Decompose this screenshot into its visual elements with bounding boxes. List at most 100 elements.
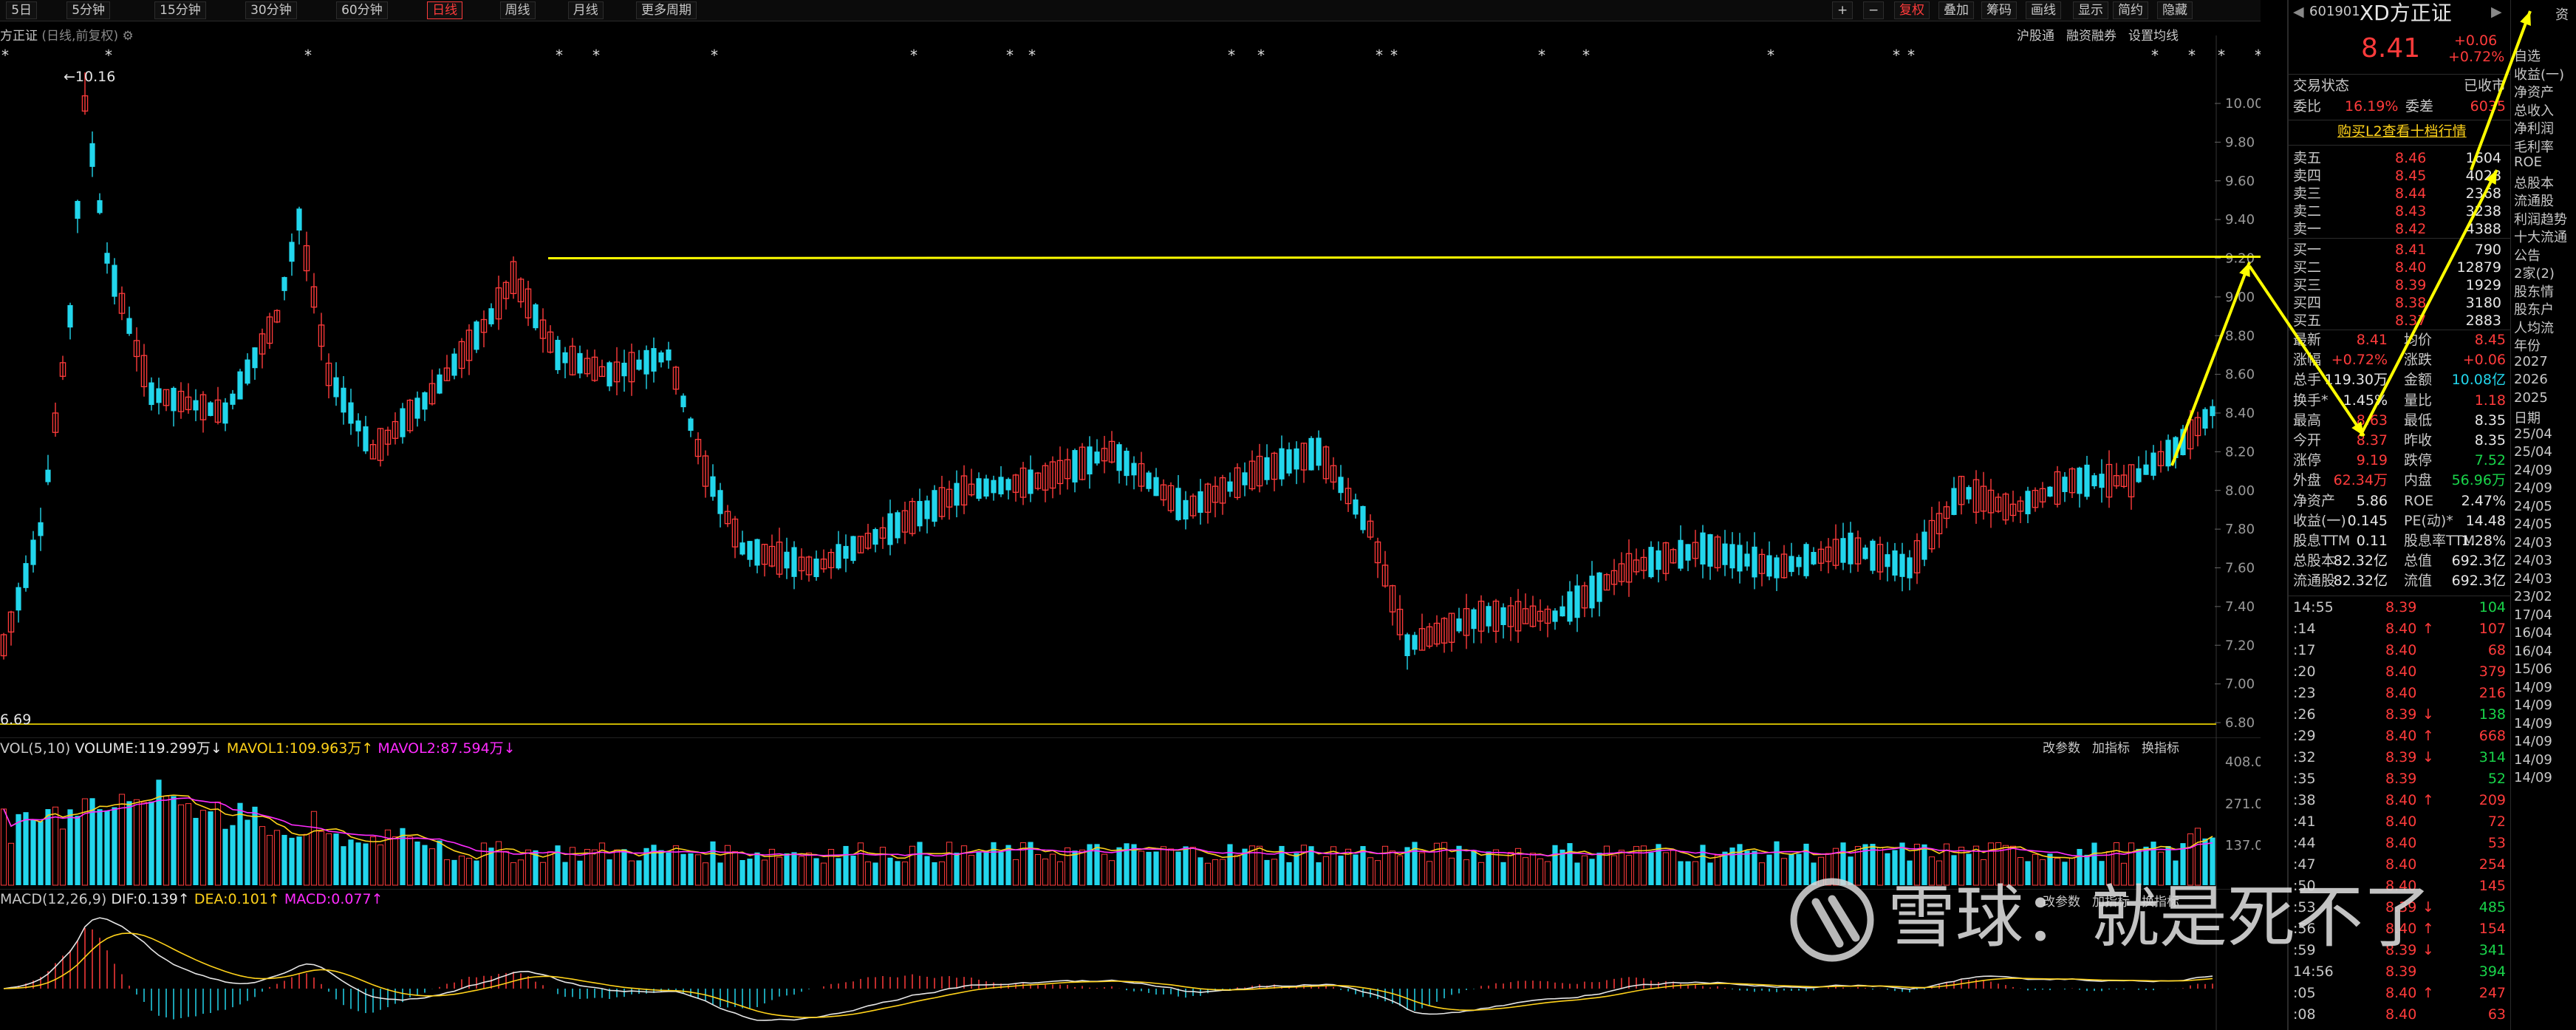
l2-link[interactable]: 购买L2查看十档行情	[2337, 123, 2467, 140]
toolbar-right-8-button[interactable]: 简约	[2113, 1, 2148, 19]
side-item[interactable]: 24/09	[2514, 480, 2552, 496]
info-marker-icon[interactable]: *	[1028, 47, 1036, 64]
next-stock-icon[interactable]: ▶	[2491, 4, 2502, 20]
side-item[interactable]: 2家(2)	[2514, 266, 2555, 282]
info-marker-icon[interactable]: *	[1767, 47, 1774, 64]
period-8-button[interactable]: 月线	[567, 1, 604, 19]
period-6-button[interactable]: 日线	[427, 1, 463, 19]
side-item[interactable]: 净利润	[2514, 121, 2554, 137]
side-item[interactable]: 十大流通	[2514, 230, 2567, 245]
volume-link-1[interactable]: 改参数	[2043, 741, 2080, 756]
side-item[interactable]: 24/03	[2514, 570, 2552, 587]
side-item[interactable]: ROE	[2514, 154, 2543, 170]
info-marker-icon[interactable]: *	[1582, 47, 1590, 64]
asks-row[interactable]: 卖一 8.42 4388	[2293, 220, 2506, 238]
side-item[interactable]: 利润趋势	[2514, 211, 2567, 228]
side-item[interactable]: 15/06	[2514, 661, 2552, 677]
side-item[interactable]: 日期	[2514, 411, 2541, 426]
side-item[interactable]: 14/09	[2514, 679, 2552, 695]
bids-row[interactable]: 买二 8.40 12879	[2293, 259, 2506, 276]
toolbar-right-3-button[interactable]: 复权	[1894, 1, 1930, 19]
info-marker-icon[interactable]: *	[1376, 47, 1383, 64]
info-marker-icon[interactable]: *	[1228, 47, 1235, 64]
macd-chart[interactable]	[0, 889, 2261, 1030]
side-item[interactable]: 总收入	[2514, 103, 2554, 119]
info-marker-icon[interactable]: *	[910, 47, 918, 64]
info-marker-icon[interactable]: *	[1, 47, 9, 64]
side-item[interactable]: 股东情	[2514, 284, 2554, 300]
toolbar-right-2-button[interactable]: −	[1863, 1, 1885, 19]
info-marker-icon[interactable]: *	[1538, 47, 1545, 64]
side-item[interactable]: 14/09	[2514, 751, 2552, 768]
info-marker-icon[interactable]: *	[1907, 47, 1915, 64]
toolbar-right-1-button[interactable]: +	[1832, 1, 1854, 19]
side-item[interactable]: 人均流	[2514, 320, 2554, 336]
volume-chart[interactable]: 408.00 271.00 137.00	[0, 737, 2261, 889]
l2-link-row[interactable]: 购买L2查看十档行情	[2293, 123, 2506, 140]
info-marker-icon[interactable]: *	[1390, 47, 1398, 64]
side-item[interactable]: 16/04	[2514, 625, 2552, 641]
info-marker-icon[interactable]: *	[1257, 47, 1265, 64]
macd-link-3[interactable]: 换指标	[2142, 895, 2179, 910]
prev-stock-icon[interactable]: ◀	[2293, 4, 2304, 20]
toolbar-right-5-button[interactable]: 筹码	[1981, 1, 2017, 19]
side-tab[interactable]: 资	[2555, 7, 2569, 23]
settings-icon[interactable]: ⚙	[122, 29, 134, 44]
side-item[interactable]: 公告	[2514, 248, 2541, 264]
side-item[interactable]: 24/05	[2514, 516, 2552, 532]
bids-row[interactable]: 买一 8.41 790	[2293, 241, 2506, 259]
side-item[interactable]: 自选	[2514, 49, 2541, 64]
side-item[interactable]: 25/04	[2514, 444, 2552, 460]
asks-row[interactable]: 卖三 8.44 2368	[2293, 185, 2506, 202]
info-marker-icon[interactable]: *	[304, 47, 312, 64]
asks-row[interactable]: 卖五 8.46 1604	[2293, 149, 2506, 167]
bids-row[interactable]: 买四 8.38 3180	[2293, 294, 2506, 312]
side-item[interactable]: 毛利率	[2514, 139, 2554, 155]
period-2-button[interactable]: 5分钟	[66, 1, 111, 19]
toolbar-right-9-button[interactable]: 隐藏	[2157, 1, 2193, 19]
volume-link-2[interactable]: 加指标	[2092, 741, 2130, 756]
side-item[interactable]: 24/09	[2514, 462, 2552, 478]
side-item[interactable]: 14/09	[2514, 770, 2552, 785]
period-5-button[interactable]: 60分钟	[336, 1, 388, 19]
side-item[interactable]: 24/03	[2514, 553, 2552, 568]
macd-link-1[interactable]: 改参数	[2043, 895, 2080, 910]
info-marker-icon[interactable]: *	[556, 47, 563, 64]
info-marker-icon[interactable]: *	[1893, 47, 1900, 64]
side-item[interactable]: 年份	[2514, 338, 2541, 354]
chart-header-link-3[interactable]: 设置均线	[2128, 29, 2179, 44]
period-7-button[interactable]: 周线	[499, 1, 536, 19]
info-marker-icon[interactable]: *	[711, 47, 718, 64]
side-item[interactable]: 24/05	[2514, 498, 2552, 514]
candlestick-chart[interactable]: 10.00 9.80 9.60 9.40 9.20 9.00 8.80 8.60 8.40 8.2…	[0, 21, 2261, 737]
side-item[interactable]: 25/04	[2514, 426, 2552, 442]
info-marker-icon[interactable]: *	[1006, 47, 1014, 64]
info-marker-icon[interactable]: *	[2218, 47, 2225, 64]
chart-header-link-1[interactable]: 沪股通	[2017, 29, 2054, 44]
toolbar-right-4-button[interactable]: 叠加	[1938, 1, 1974, 19]
macd-link-2[interactable]: 加指标	[2092, 895, 2130, 910]
side-item[interactable]: 14/09	[2514, 715, 2552, 731]
info-marker-icon[interactable]: *	[2188, 47, 2196, 64]
volume-link-3[interactable]: 换指标	[2142, 741, 2179, 756]
side-item[interactable]: 总股本	[2514, 175, 2554, 191]
asks-row[interactable]: 卖二 8.43 3238	[2293, 202, 2506, 220]
period-3-button[interactable]: 15分钟	[154, 1, 206, 19]
info-marker-icon[interactable]: *	[2255, 47, 2261, 64]
info-marker-icon[interactable]: *	[2151, 47, 2159, 64]
side-item[interactable]: 17/04	[2514, 607, 2552, 623]
side-item[interactable]: 23/02	[2514, 589, 2552, 604]
period-9-button[interactable]: 更多周期	[636, 1, 697, 19]
period-1-button[interactable]: 5日	[6, 1, 38, 19]
bids-row[interactable]: 买三 8.39 1929	[2293, 276, 2506, 294]
bids-row[interactable]: 买五 8.37 2883	[2293, 312, 2506, 330]
side-item[interactable]: 流通股	[2514, 194, 2554, 209]
info-marker-icon[interactable]: *	[592, 47, 600, 64]
side-item[interactable]: 2027	[2514, 353, 2548, 369]
side-item[interactable]: 净资产	[2514, 85, 2554, 100]
info-marker-icon[interactable]: *	[105, 47, 112, 64]
side-item[interactable]: 16/04	[2514, 643, 2552, 659]
side-item[interactable]: 2026	[2514, 372, 2548, 387]
chart-header-link-2[interactable]: 融资融券	[2066, 29, 2117, 44]
toolbar-right-7-button[interactable]: 显示	[2073, 1, 2108, 19]
